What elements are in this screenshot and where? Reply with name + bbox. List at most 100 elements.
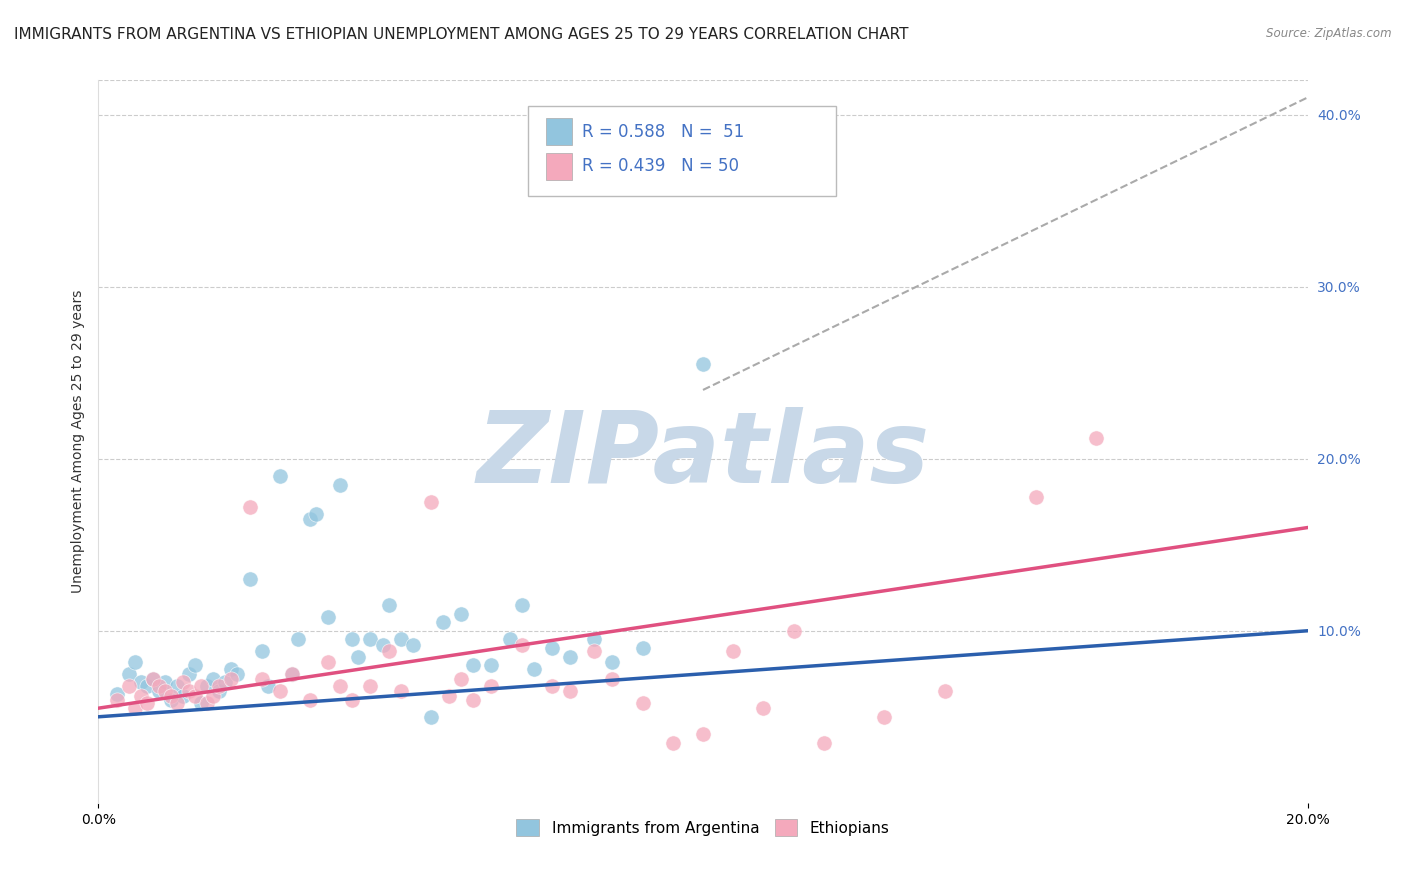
Text: IMMIGRANTS FROM ARGENTINA VS ETHIOPIAN UNEMPLOYMENT AMONG AGES 25 TO 29 YEARS CO: IMMIGRANTS FROM ARGENTINA VS ETHIOPIAN U… [14,27,908,42]
Point [124,701,146,715]
Point [631,696,654,710]
Point [342,692,364,706]
Point [723,644,745,658]
Point [214,675,236,690]
Point [316,610,339,624]
Point [148,684,170,698]
Point [389,684,412,698]
Point [783,624,806,638]
Point [250,672,273,686]
Point [377,598,399,612]
Point [142,672,165,686]
Point [450,672,472,686]
Point [377,644,399,658]
Point [281,666,304,681]
Point [602,672,624,686]
Y-axis label: Unemployment Among Ages 25 to 29 years: Unemployment Among Ages 25 to 29 years [70,290,84,593]
Point [256,679,278,693]
Point [160,692,183,706]
FancyBboxPatch shape [546,118,572,145]
Point [142,672,165,686]
Point [202,672,225,686]
Point [540,679,562,693]
Point [166,679,188,693]
Point [153,684,176,698]
Point [347,649,370,664]
Point [432,615,454,630]
Point [402,638,425,652]
Point [602,655,624,669]
Point [510,638,533,652]
Point [498,632,520,647]
Point [420,710,443,724]
Point [179,666,201,681]
Text: Source: ZipAtlas.com: Source: ZipAtlas.com [1267,27,1392,40]
Point [934,684,956,698]
Point [135,679,157,693]
Point [135,696,157,710]
Point [287,632,309,647]
Point [250,644,273,658]
Point [481,679,503,693]
Point [208,679,231,693]
Point [269,469,291,483]
Point [160,689,183,703]
Point [481,658,503,673]
Point [371,638,394,652]
Point [360,679,382,693]
Point [105,687,128,701]
Text: ZIPatlas: ZIPatlas [477,408,929,505]
Point [631,640,654,655]
Point [118,679,141,693]
Point [558,684,581,698]
Point [873,710,896,724]
Point [692,357,714,371]
Point [389,632,412,647]
Point [420,494,443,508]
Point [208,684,231,698]
Text: R = 0.439   N = 50: R = 0.439 N = 50 [582,157,740,175]
Point [190,696,212,710]
FancyBboxPatch shape [527,105,837,196]
Point [450,607,472,621]
Point [523,662,546,676]
Point [329,679,352,693]
Point [124,655,146,669]
Legend: Immigrants from Argentina, Ethiopians: Immigrants from Argentina, Ethiopians [510,814,896,842]
Point [179,684,201,698]
Point [190,679,212,693]
Point [172,689,194,703]
Point [184,658,207,673]
Point [1085,431,1108,445]
Point [166,696,188,710]
Point [329,477,352,491]
Point [510,598,533,612]
Text: R = 0.588   N =  51: R = 0.588 N = 51 [582,122,744,141]
Point [1024,490,1046,504]
Point [239,500,262,514]
Point [281,666,304,681]
Point [437,689,460,703]
Point [172,675,194,690]
Point [299,512,322,526]
Point [813,735,835,749]
Point [239,572,262,586]
Point [195,679,218,693]
Point [148,679,170,693]
Point [661,735,683,749]
Point [583,632,606,647]
Point [463,692,485,706]
Point [558,649,581,664]
Point [463,658,485,673]
Point [226,666,249,681]
Point [299,692,322,706]
Point [342,632,364,647]
Point [692,727,714,741]
Point [360,632,382,647]
Point [184,689,207,703]
Point [129,675,152,690]
Point [540,640,562,655]
Point [129,689,152,703]
Point [269,684,291,698]
Point [583,644,606,658]
